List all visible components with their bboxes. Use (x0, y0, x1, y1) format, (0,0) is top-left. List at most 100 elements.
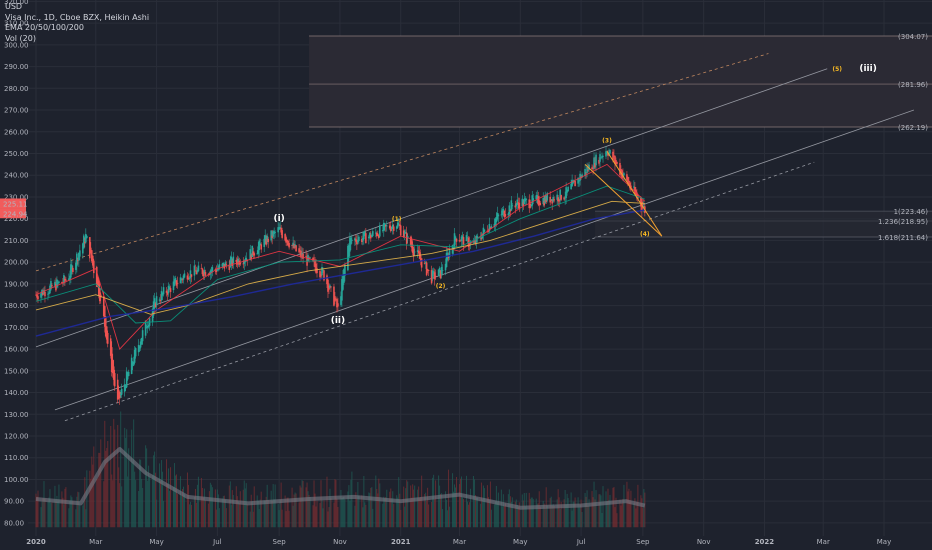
volume-bar (559, 508, 561, 528)
candle-body (237, 258, 240, 263)
candle-body (350, 237, 352, 245)
candle-body (280, 227, 282, 233)
volume-bar (377, 493, 379, 528)
time-tick-label: 2022 (755, 538, 775, 546)
candle-body (225, 264, 228, 266)
volume-bar (245, 483, 247, 528)
volume-bars (35, 411, 646, 528)
volume-bar (114, 429, 116, 528)
price-tick-label: 130.00 (4, 411, 29, 419)
candle-body (614, 156, 616, 164)
volume-bar (627, 491, 629, 528)
volume-bar (200, 477, 202, 528)
candle-body (172, 281, 175, 291)
price-tick-label: 100.00 (4, 476, 29, 484)
volume-bar (135, 480, 137, 528)
volume-bar (79, 504, 81, 528)
candle-body (179, 277, 182, 284)
candle-body (140, 337, 143, 345)
volume-bar (294, 492, 296, 528)
candle-body (355, 239, 357, 242)
volume-bar (587, 505, 589, 528)
candle-body (390, 227, 393, 230)
ema-lines (35, 163, 646, 350)
candle-body (584, 169, 586, 176)
volume-bar (139, 459, 141, 528)
price-tick-label: 320.00 (4, 0, 29, 6)
volume-bar (231, 490, 233, 528)
candle-body (516, 199, 519, 205)
candle-body (124, 386, 127, 389)
volume-bar (305, 487, 307, 528)
candle-body (221, 263, 224, 267)
candle-body (574, 181, 576, 187)
candle-body (208, 274, 211, 276)
candle-body (439, 270, 442, 279)
legend-vol[interactable]: Vol (20) (5, 33, 36, 43)
legend-ema[interactable]: EMA 20/50/100/200 (5, 23, 84, 32)
volume-bar (393, 504, 395, 528)
volume-bar (161, 460, 163, 528)
volume-bar (417, 489, 419, 528)
volume-bar (524, 506, 526, 528)
candle-body (63, 275, 65, 283)
volume-bar (546, 505, 548, 528)
volume-bar (365, 504, 367, 528)
volume-bar (371, 487, 373, 528)
volume-bar (328, 507, 330, 528)
volume-bar (100, 439, 102, 528)
volume-bar (156, 499, 158, 528)
candle-body (106, 332, 109, 344)
volume-bar (462, 497, 464, 528)
volume-bar (201, 487, 203, 528)
volume-bar (514, 501, 516, 528)
candle-body (216, 269, 219, 271)
candle-body (167, 285, 170, 294)
time-tick-label: Mar (89, 538, 102, 546)
candle-body (343, 268, 345, 283)
candle-body (263, 238, 265, 247)
volume-bar (535, 498, 537, 528)
candle-body (288, 242, 290, 248)
candle-body (284, 234, 286, 241)
candle-body (65, 279, 67, 281)
volume-bar (229, 481, 231, 528)
volume-bar (626, 481, 628, 528)
time-tick-label: Nov (333, 538, 347, 546)
candle-body (58, 281, 60, 283)
volume-bar (383, 496, 385, 528)
candle-body (243, 260, 246, 264)
candle-body (351, 239, 353, 242)
candle-body (202, 271, 205, 277)
price-badge-label: 225.11 (3, 200, 28, 208)
candle-body (349, 237, 351, 252)
candle-body (518, 202, 521, 210)
candle-body (406, 236, 409, 239)
volume-bar (257, 500, 259, 528)
volume-bar (193, 496, 195, 528)
volume-bar (566, 493, 568, 528)
candle-body (316, 268, 318, 274)
volume-bar (119, 483, 121, 528)
volume-bar (197, 476, 199, 528)
volume-bar (580, 499, 582, 528)
candle-body (302, 253, 304, 259)
candle-body (160, 291, 163, 301)
volume-bar (351, 471, 353, 528)
candle-body (295, 245, 297, 252)
volume-bar (495, 486, 497, 528)
candle-body (544, 195, 547, 204)
legend-title[interactable]: Visa Inc., 1D, Cboe BZX, Heikin Ashi (5, 12, 150, 22)
candle-body (187, 277, 190, 280)
volume-bar (336, 498, 338, 528)
candle-body (536, 195, 539, 198)
candle-body (196, 269, 199, 273)
volume-bar (314, 493, 316, 528)
candle-body (549, 196, 551, 203)
volume-bar (35, 493, 37, 528)
volume-bar (538, 491, 540, 528)
candle-body (134, 348, 137, 357)
candle-body (138, 346, 141, 349)
price-tick-label: 260.00 (4, 128, 29, 136)
